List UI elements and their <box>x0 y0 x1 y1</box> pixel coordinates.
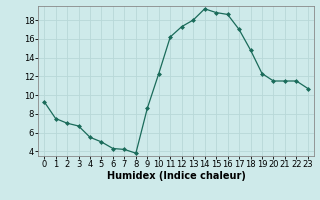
X-axis label: Humidex (Indice chaleur): Humidex (Indice chaleur) <box>107 171 245 181</box>
